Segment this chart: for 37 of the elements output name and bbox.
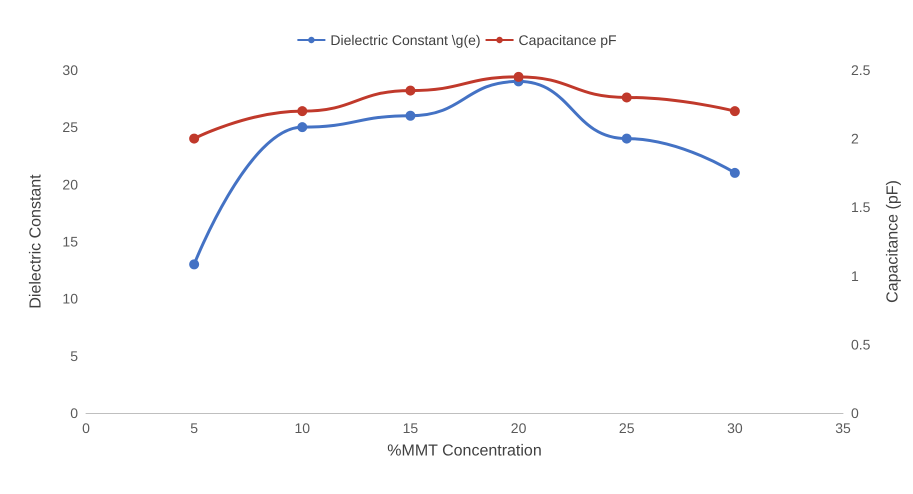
y2-axis-title: Capacitance (pF) bbox=[884, 180, 902, 303]
point bbox=[189, 134, 200, 144]
x-tick-label: 20 bbox=[510, 420, 527, 436]
x-axis-title: %MMT Concentration bbox=[387, 442, 542, 460]
point bbox=[622, 134, 632, 144]
y2-tick-label: 2.5 bbox=[851, 62, 871, 78]
y2-tick-label: 2 bbox=[851, 130, 859, 147]
y2-tick-label: 0 bbox=[851, 405, 859, 421]
point bbox=[730, 106, 740, 116]
y-axis-title: Dielectric Constant bbox=[28, 174, 44, 309]
y2-tick-label: 1.5 bbox=[851, 199, 871, 216]
x-tick-label: 30 bbox=[727, 420, 743, 436]
x-tick-label: 15 bbox=[402, 420, 418, 436]
point bbox=[297, 122, 308, 132]
x-tick-label: 0 bbox=[82, 420, 90, 436]
y-tick-label: 20 bbox=[62, 176, 78, 192]
x-tick-label: 35 bbox=[835, 420, 851, 436]
point bbox=[405, 110, 416, 121]
point bbox=[189, 259, 200, 270]
y2-tick-label: 0.5 bbox=[851, 336, 871, 352]
point bbox=[405, 86, 416, 96]
y-tick-label: 25 bbox=[62, 119, 78, 136]
x-tick-label: 25 bbox=[618, 420, 635, 436]
y2-tick-label: 1 bbox=[851, 268, 859, 284]
x-tick-label: 5 bbox=[190, 420, 198, 436]
y-tick-label: 10 bbox=[62, 290, 78, 307]
y-tick-label: 15 bbox=[62, 234, 78, 250]
y-tick-label: 0 bbox=[70, 405, 78, 421]
legend-label: Capacitance pF bbox=[518, 32, 617, 48]
point bbox=[297, 106, 308, 116]
x-tick-label: 10 bbox=[294, 420, 310, 436]
y-tick-label: 5 bbox=[70, 348, 78, 364]
legend-label: Dielectric Constant \g(e) bbox=[330, 32, 481, 48]
y-tick-label: 30 bbox=[62, 62, 78, 78]
point bbox=[514, 72, 524, 82]
point bbox=[622, 92, 632, 102]
point bbox=[730, 168, 740, 178]
